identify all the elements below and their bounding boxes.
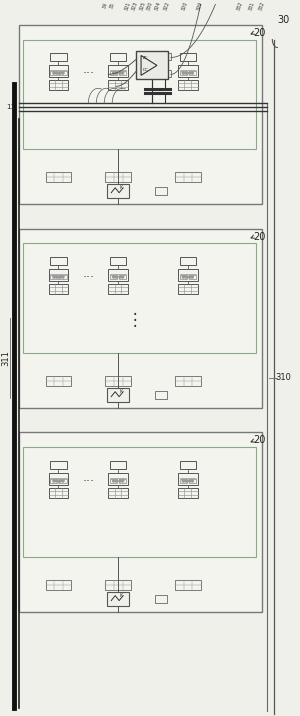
Text: 20: 20: [253, 435, 266, 445]
FancyBboxPatch shape: [107, 388, 129, 402]
Circle shape: [53, 276, 55, 278]
FancyBboxPatch shape: [19, 228, 262, 407]
Text: 322: 322: [163, 1, 171, 11]
Circle shape: [188, 276, 191, 278]
Circle shape: [188, 72, 191, 74]
Text: K: K: [119, 185, 123, 190]
Text: 310: 310: [275, 373, 291, 382]
Circle shape: [112, 276, 115, 278]
Circle shape: [191, 480, 194, 482]
Circle shape: [115, 72, 117, 74]
Circle shape: [115, 480, 117, 482]
Text: ...: ...: [82, 267, 94, 280]
Circle shape: [115, 276, 117, 278]
Circle shape: [59, 72, 61, 74]
Circle shape: [62, 72, 64, 74]
Text: AC: AC: [143, 57, 149, 60]
Circle shape: [62, 276, 64, 278]
Text: 20: 20: [253, 231, 266, 241]
Circle shape: [62, 480, 64, 482]
Text: 320: 320: [181, 1, 189, 11]
Text: DC: DC: [143, 68, 149, 72]
Circle shape: [188, 480, 191, 482]
Text: 325: 325: [139, 1, 147, 11]
Circle shape: [119, 276, 121, 278]
Text: 332: 332: [257, 1, 266, 11]
Text: 329: 329: [196, 1, 204, 11]
Text: 311: 311: [1, 350, 10, 366]
FancyBboxPatch shape: [107, 184, 129, 198]
Circle shape: [56, 480, 58, 482]
Circle shape: [53, 72, 55, 74]
Circle shape: [185, 480, 187, 482]
FancyBboxPatch shape: [136, 52, 168, 79]
Circle shape: [122, 480, 124, 482]
Text: K: K: [119, 593, 123, 598]
FancyBboxPatch shape: [19, 24, 262, 203]
Text: 324: 324: [154, 1, 162, 11]
Circle shape: [119, 480, 121, 482]
Text: 321: 321: [124, 1, 132, 11]
Circle shape: [59, 276, 61, 278]
Circle shape: [112, 72, 115, 74]
Text: 332: 332: [236, 1, 244, 11]
Circle shape: [182, 480, 184, 482]
Text: 35: 35: [109, 2, 116, 9]
Circle shape: [185, 276, 187, 278]
Circle shape: [182, 72, 184, 74]
Circle shape: [59, 480, 61, 482]
Circle shape: [112, 480, 115, 482]
Circle shape: [56, 72, 58, 74]
Text: 331: 331: [248, 1, 255, 11]
Circle shape: [185, 72, 187, 74]
Text: 330: 330: [146, 1, 154, 11]
Text: 20: 20: [253, 28, 266, 37]
Text: K: K: [119, 390, 123, 395]
Circle shape: [53, 480, 55, 482]
Circle shape: [119, 72, 121, 74]
Circle shape: [122, 276, 124, 278]
FancyBboxPatch shape: [107, 591, 129, 606]
Text: 323: 323: [131, 1, 139, 11]
Circle shape: [191, 72, 194, 74]
Circle shape: [191, 276, 194, 278]
Circle shape: [182, 276, 184, 278]
Text: ...: ...: [82, 470, 94, 484]
Text: ⋮: ⋮: [127, 311, 143, 329]
FancyBboxPatch shape: [19, 432, 262, 611]
Text: 30: 30: [277, 14, 289, 24]
Circle shape: [56, 276, 58, 278]
Text: 34: 34: [102, 2, 109, 9]
Circle shape: [122, 72, 124, 74]
Text: 11: 11: [6, 105, 15, 110]
Text: ...: ...: [82, 63, 94, 76]
